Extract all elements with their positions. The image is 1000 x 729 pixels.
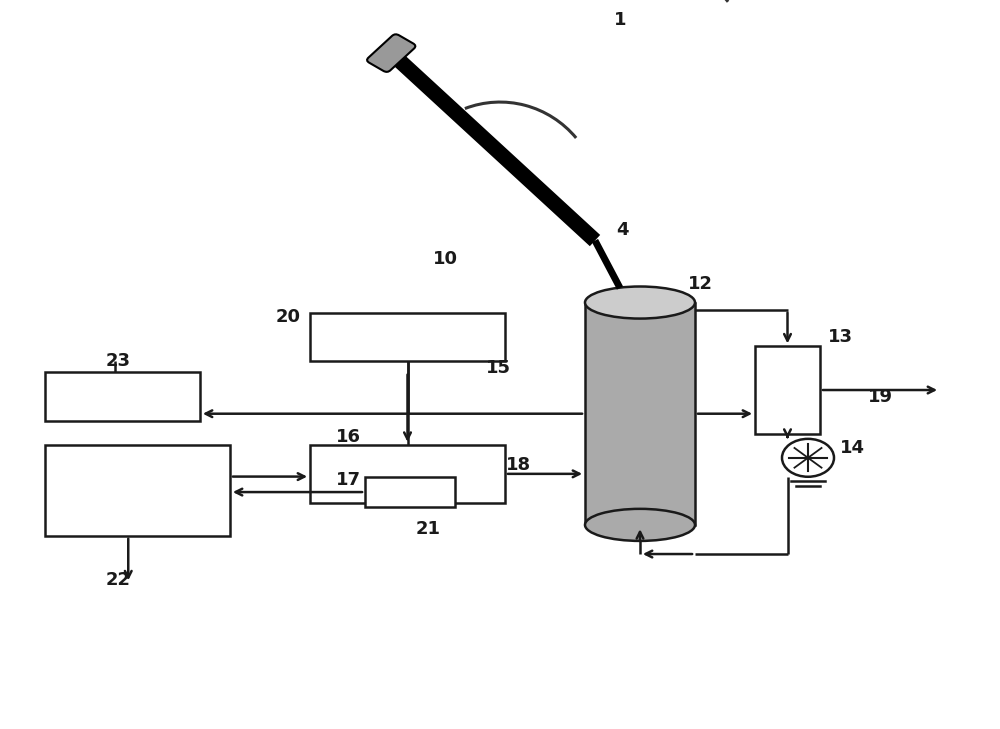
Bar bbox=[755, 346, 820, 434]
Text: 10: 10 bbox=[432, 250, 458, 268]
Text: 4: 4 bbox=[616, 221, 628, 238]
FancyBboxPatch shape bbox=[367, 34, 415, 72]
Ellipse shape bbox=[585, 286, 695, 319]
Ellipse shape bbox=[585, 509, 695, 541]
Bar bbox=[585, 303, 695, 525]
Text: 23: 23 bbox=[106, 352, 130, 370]
Text: 16: 16 bbox=[336, 429, 360, 446]
Text: 20: 20 bbox=[276, 308, 300, 326]
Text: 21: 21 bbox=[416, 520, 440, 537]
Text: 14: 14 bbox=[840, 440, 864, 457]
Text: 18: 18 bbox=[505, 456, 531, 474]
Circle shape bbox=[782, 439, 834, 477]
Text: 1: 1 bbox=[614, 12, 626, 29]
Text: 22: 22 bbox=[106, 571, 130, 588]
Text: 13: 13 bbox=[828, 328, 852, 346]
Text: 12: 12 bbox=[688, 276, 712, 293]
Bar bbox=[310, 313, 505, 361]
Text: 17: 17 bbox=[336, 471, 360, 488]
Text: 19: 19 bbox=[868, 389, 893, 406]
Bar bbox=[45, 445, 230, 536]
Bar bbox=[310, 445, 505, 503]
Bar bbox=[365, 477, 455, 507]
Text: 15: 15 bbox=[486, 359, 511, 377]
Bar bbox=[45, 372, 200, 421]
